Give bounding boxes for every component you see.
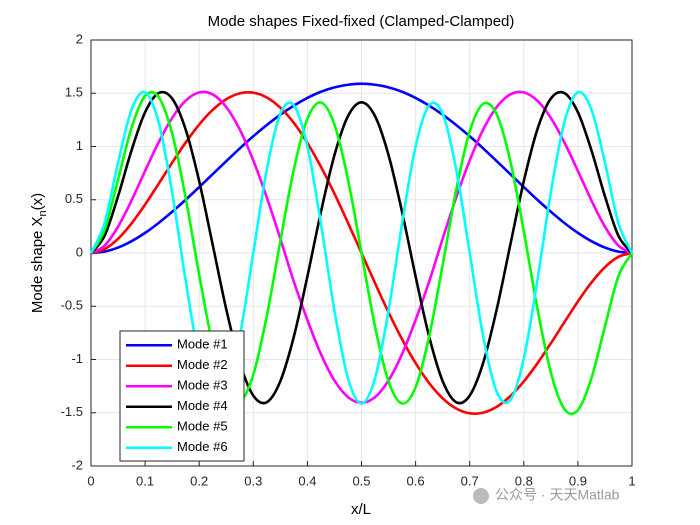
y-tick-label: 0.5 bbox=[65, 191, 83, 206]
x-tick-label: 0.4 bbox=[298, 473, 316, 488]
y-tick-label: 2 bbox=[76, 31, 83, 46]
series-line bbox=[89, 90, 634, 405]
series-line bbox=[89, 90, 634, 405]
x-tick-label: 0.3 bbox=[244, 473, 262, 488]
legend-label: Mode #4 bbox=[177, 398, 228, 413]
legend-label: Mode #6 bbox=[177, 439, 228, 454]
legend-label: Mode #2 bbox=[177, 357, 228, 372]
y-label-end: (x) bbox=[29, 193, 46, 211]
y-axis-label: Mode shape Xn(x) bbox=[29, 193, 49, 313]
x-tick-label: 0.5 bbox=[352, 473, 370, 488]
y-label-main: Mode shape X bbox=[29, 216, 46, 313]
legend: Mode #1 Mode #2 Mode #3 Mode #4 Mode #5 Mode … bbox=[119, 330, 245, 462]
y-tick-label: 1 bbox=[76, 138, 83, 153]
x-tick-label: 0 bbox=[87, 473, 94, 488]
y-label-sub: n bbox=[37, 210, 49, 216]
y-tick-label: 0 bbox=[76, 244, 83, 259]
legend-box bbox=[119, 330, 245, 462]
x-axis-label: x/L bbox=[351, 501, 371, 518]
x-tick-label: 0.8 bbox=[515, 473, 533, 488]
legend-label: Mode #5 bbox=[177, 419, 228, 434]
x-tick-label: 0.9 bbox=[569, 473, 587, 488]
x-tick-label: 0.6 bbox=[407, 473, 425, 488]
watermark-icon bbox=[473, 488, 489, 504]
x-tick-label: 0.7 bbox=[461, 473, 479, 488]
y-tick-label: -1.5 bbox=[61, 404, 83, 419]
legend-label: Mode #3 bbox=[177, 378, 228, 393]
y-tick-label: -0.5 bbox=[61, 298, 83, 313]
watermark: 公众号 · 天天Matlab bbox=[495, 487, 620, 503]
series-line bbox=[89, 90, 634, 416]
y-tick-label: -1 bbox=[71, 351, 83, 366]
chart-title: Mode shapes Fixed-fixed (Clamped-Clamped… bbox=[208, 13, 515, 30]
x-tick-label: 0.1 bbox=[136, 473, 154, 488]
x-tick-label: 0.2 bbox=[190, 473, 208, 488]
series-line bbox=[90, 82, 633, 255]
y-tick-label: 1.5 bbox=[65, 85, 83, 100]
y-tick-label: -2 bbox=[71, 457, 83, 472]
x-tick-label: 1 bbox=[628, 473, 635, 488]
legend-label: Mode #1 bbox=[177, 337, 228, 352]
